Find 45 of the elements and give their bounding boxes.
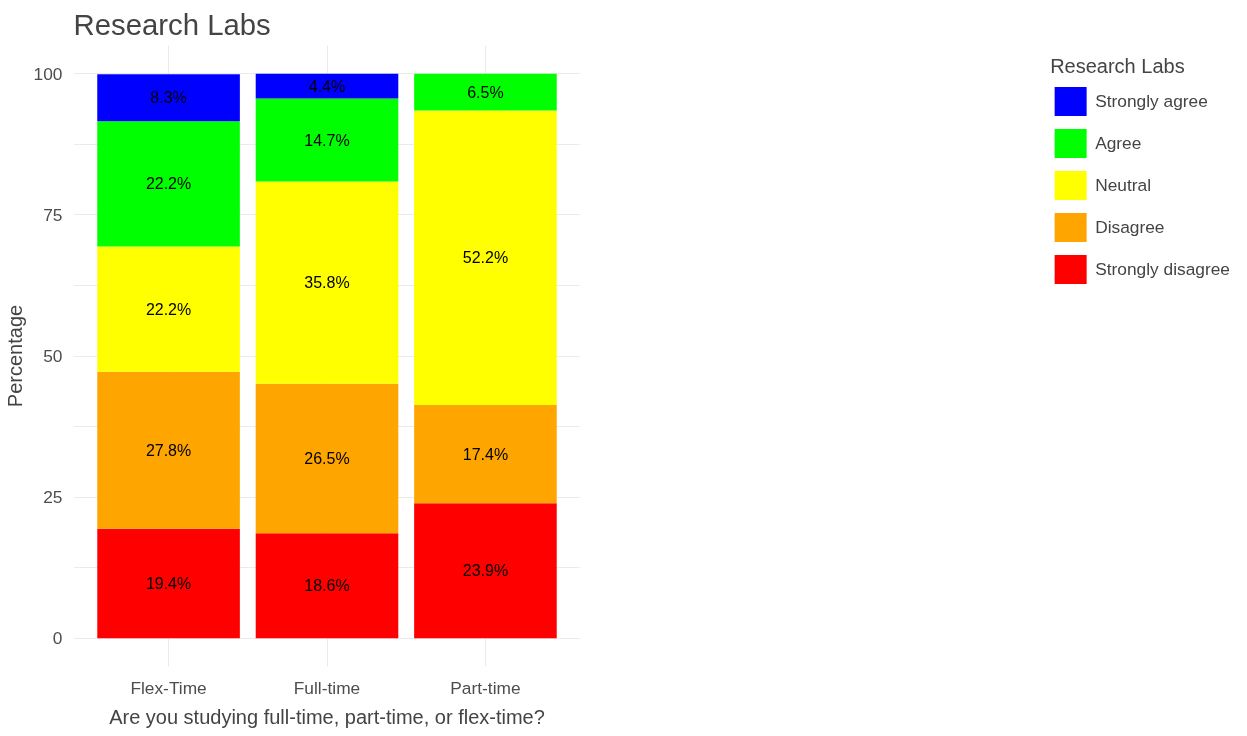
data-label: 4.4% (308, 77, 346, 95)
bar (255, 533, 399, 639)
y-axis-title: Percentage (3, 304, 26, 408)
data-label: 35.8% (304, 274, 350, 292)
data-label: 52.2% (462, 249, 509, 267)
chart-title: Research Labs (73, 7, 271, 41)
bar (255, 383, 399, 534)
x-tick-label: Full-time (293, 677, 361, 698)
data-label: 19.4% (145, 575, 192, 593)
bar (97, 371, 240, 529)
y-tick-label: 75 (43, 204, 63, 225)
legend-title: Research Labs (1050, 55, 1186, 78)
y-tick-label: 50 (43, 346, 63, 366)
data-label: 14.7% (304, 131, 350, 149)
data-label: 6.5% (467, 83, 504, 101)
bar (414, 73, 557, 111)
bar (97, 74, 240, 122)
legend-label: Strongly agree (1095, 89, 1208, 113)
legend-label: Agree (1095, 131, 1142, 155)
legend-label: Disagree (1095, 215, 1165, 239)
y-tick-label: 0 (52, 628, 63, 649)
bar (255, 181, 399, 384)
legend-label: Strongly disagree (1095, 257, 1230, 281)
bar (97, 121, 240, 247)
data-label: 23.9% (462, 562, 509, 580)
data-label: 22.2% (145, 175, 192, 193)
bar (97, 528, 240, 639)
y-tick-label: 25 (43, 487, 63, 508)
data-label: 18.6% (304, 577, 350, 595)
bar (414, 110, 557, 406)
x-tick-label: Flex-Time (130, 677, 207, 698)
legend-label: Neutral (1095, 173, 1152, 197)
bar (414, 503, 557, 639)
data-label: 17.4% (462, 445, 509, 463)
bar (255, 73, 399, 99)
bar (414, 405, 557, 504)
x-axis-title: Are you studying full-time, part-time, or flex-time? (109, 705, 545, 728)
y-tick-label: 100 (33, 63, 63, 84)
x-tick-label: Part-time (450, 677, 521, 698)
data-label: 27.8% (145, 441, 192, 459)
bar (97, 246, 240, 372)
bar (255, 98, 399, 182)
data-label: 26.5% (304, 449, 350, 467)
data-label: 8.3% (150, 89, 187, 107)
data-label: 22.2% (145, 300, 192, 318)
